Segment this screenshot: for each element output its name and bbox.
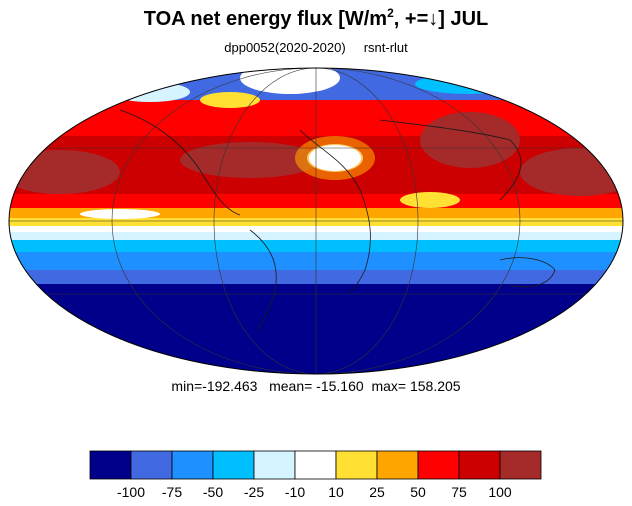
- colorbar-tick-label: -25: [244, 484, 264, 500]
- colorbar-box: [499, 450, 542, 480]
- title-suffix: , +=↓] JUL: [393, 8, 489, 30]
- colorbar-tick-label: 75: [451, 484, 467, 500]
- colorbar-tick-label: 100: [488, 484, 512, 500]
- colorbar-tick-label: 25: [369, 484, 385, 500]
- colorbar-box: [212, 450, 255, 480]
- colorbar-box: [130, 450, 173, 480]
- colorbar-tick-label: -10: [285, 484, 305, 500]
- colorbar-box: [171, 450, 214, 480]
- chart-subtitle: dpp0052(2020-2020) rsnt-rlut: [0, 40, 632, 55]
- colorbar-box: [417, 450, 460, 480]
- colorbar-box: [253, 450, 296, 480]
- colorbar-labels: -100 -75 -50 -25 -10 10 25 50 75 100: [117, 484, 512, 500]
- colorbar-tick-label: -100: [117, 484, 145, 500]
- experiment-label: dpp0052(2020-2020): [224, 40, 346, 55]
- colorbar-tick-label: -50: [203, 484, 223, 500]
- colorbar-boxes: [89, 450, 542, 480]
- colorbar-tick-label: 50: [410, 484, 426, 500]
- variable-label: rsnt-rlut: [363, 40, 408, 55]
- colorbar-box: [335, 450, 378, 480]
- chart-title: TOA net energy flux [W/m2, +=↓] JUL: [0, 6, 632, 32]
- coastlines: [119, 109, 556, 331]
- map-frame: [8, 67, 624, 375]
- colorbar-box: [89, 450, 132, 480]
- colorbar-tick-label: -75: [162, 484, 182, 500]
- colorbar-box: [376, 450, 419, 480]
- colorbar-box: [458, 450, 501, 480]
- colorbar-box: [294, 450, 337, 480]
- title-prefix: TOA net energy flux [W/m: [143, 8, 388, 30]
- graticule: [9, 68, 623, 374]
- title-superscript: 2: [387, 6, 394, 20]
- colorbar-tick-label: 10: [328, 484, 344, 500]
- stats-summary: min=-192.463 mean= -15.160 max= 158.205: [171, 378, 461, 394]
